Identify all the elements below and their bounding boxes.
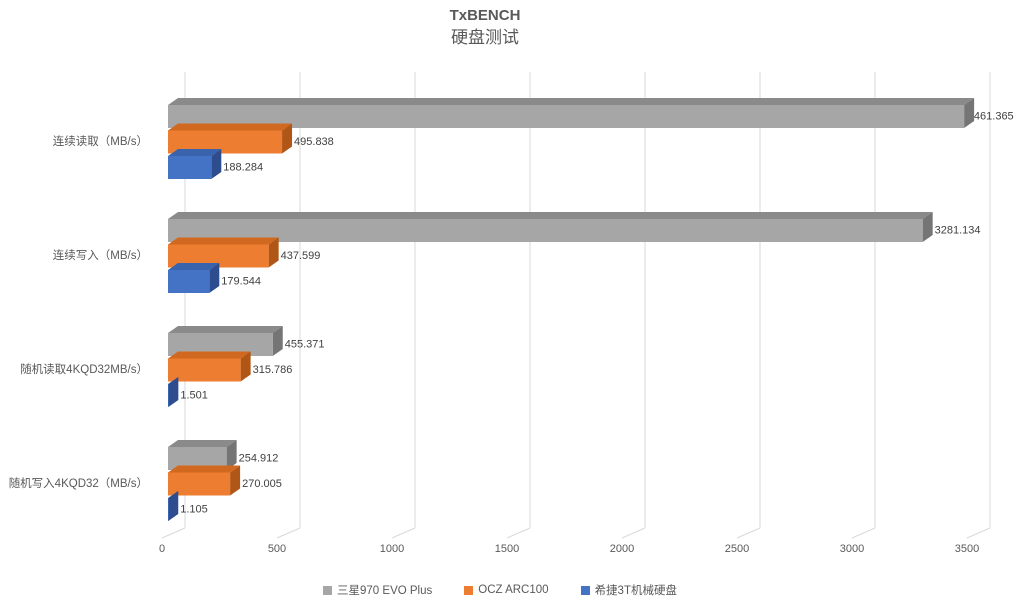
- bar-top-face: [168, 123, 293, 131]
- value-label: 270.005: [242, 478, 282, 490]
- legend-label: 三星970 EVO Plus: [337, 585, 433, 597]
- bar-top-face: [168, 237, 279, 245]
- bar-end-face: [922, 212, 933, 242]
- bar-top-face: [168, 149, 222, 156]
- x-tick-label: 1500: [495, 543, 519, 555]
- value-label: 3281.134: [935, 225, 981, 237]
- bar-end-face: [168, 491, 179, 521]
- legend-swatch: [464, 585, 474, 595]
- bar: [168, 384, 169, 407]
- grid-floor-tick: [161, 527, 186, 539]
- bar-end-face: [272, 326, 283, 356]
- x-tick-label: 2000: [610, 543, 634, 555]
- value-label: 179.544: [221, 276, 261, 288]
- bar-end-face: [168, 377, 179, 407]
- chart-subtitle: 硬盘测试: [451, 28, 519, 47]
- bar-top-face: [168, 351, 251, 359]
- bar-top-face: [168, 263, 220, 270]
- value-label: 1.501: [180, 390, 208, 402]
- bar: [168, 447, 227, 470]
- legend-label: 希捷3T机械硬盘: [594, 585, 677, 597]
- value-label: 254.912: [239, 453, 279, 465]
- legend-item: 希捷3T机械硬盘: [580, 582, 677, 598]
- bar-end-face: [282, 123, 293, 154]
- bar-top-face: [168, 212, 933, 219]
- x-tick-label: 2500: [725, 543, 749, 555]
- bar: [168, 498, 169, 521]
- category-label: 连续读取（MB/s）: [53, 134, 148, 148]
- legend-item: 三星970 EVO Plus: [323, 582, 432, 598]
- value-label: 1.105: [180, 504, 208, 516]
- x-tick-label: 500: [268, 543, 286, 555]
- grid-floor-tick: [621, 527, 646, 539]
- bar-end-face: [211, 149, 222, 179]
- bar: [168, 472, 231, 496]
- value-label: 437.599: [281, 250, 321, 262]
- bar-top-face: [168, 377, 179, 384]
- category-label: 随机读取4KQD32MB/s）: [20, 362, 148, 376]
- chart-title-block: TxBENCH 硬盘测试: [0, 6, 970, 50]
- bar: [168, 358, 241, 382]
- x-tick-label: 3000: [840, 543, 864, 555]
- grid-floor-tick: [276, 527, 301, 539]
- x-tick-label: 0: [159, 543, 165, 555]
- bar: [168, 219, 923, 242]
- grid-floor-tick: [966, 527, 991, 539]
- category-label: 连续写入（MB/s）: [53, 248, 148, 262]
- bar: [168, 130, 283, 154]
- grid-floor-tick: [736, 527, 761, 539]
- legend-item: OCZ ARC100: [464, 584, 549, 596]
- category-label: 随机写入4KQD32（MB/s）: [9, 476, 148, 490]
- value-label: 3461.365: [968, 111, 1014, 123]
- grid-floor-tick: [851, 527, 876, 539]
- value-label: 495.838: [294, 136, 334, 148]
- bar: [168, 333, 273, 356]
- bar: [168, 156, 212, 179]
- grid-floor-tick: [391, 527, 416, 539]
- bar-top-face: [168, 326, 283, 333]
- legend-swatch: [323, 585, 333, 595]
- value-label: 315.786: [253, 364, 293, 376]
- bar-top-face: [168, 465, 241, 473]
- legend-swatch: [580, 585, 590, 595]
- bar-end-face: [268, 237, 279, 268]
- x-tick-label: 1000: [380, 543, 404, 555]
- bar-end-face: [209, 263, 220, 293]
- chart-title: TxBENCH: [449, 7, 521, 24]
- bar-end-face: [964, 98, 975, 128]
- bar-top-face: [168, 440, 237, 447]
- bar: [168, 270, 210, 293]
- bar-top-face: [168, 491, 179, 498]
- legend: 三星970 EVO Plus OCZ ARC100 希捷3T机械硬盘: [0, 582, 1000, 598]
- bar-end-face: [230, 465, 241, 496]
- grid-floor-tick: [506, 527, 531, 539]
- value-label: 455.371: [285, 339, 325, 351]
- bar-end-face: [226, 440, 237, 470]
- bar: [168, 105, 965, 128]
- legend-label: OCZ ARC100: [478, 584, 549, 596]
- bar-end-face: [240, 351, 251, 382]
- bar: [168, 244, 269, 268]
- x-tick-label: 3500: [955, 543, 979, 555]
- bar-top-face: [168, 98, 975, 105]
- value-label: 188.284: [223, 162, 263, 174]
